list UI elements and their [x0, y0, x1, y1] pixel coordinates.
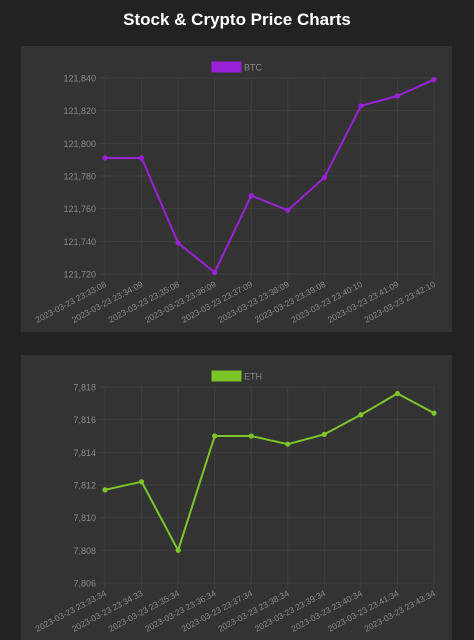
- eth-data-point: [175, 547, 181, 553]
- y-tick-label: 121,720: [63, 270, 96, 280]
- grid-lines: [99, 77, 435, 280]
- eth-data-point: [102, 487, 108, 493]
- btc-data-point: [212, 269, 218, 275]
- eth-data-point: [358, 412, 364, 418]
- eth-legend-swatch: [211, 370, 242, 382]
- btc-data-point: [321, 175, 327, 181]
- btc-price-chart: 121,720 121,740 121,760 121,780 121,800 121,8…: [34, 61, 437, 325]
- y-tick-label: 121,820: [63, 106, 96, 116]
- btc-chart-card: 121,720 121,740 121,760 121,780 121,800 121,8…: [21, 46, 452, 332]
- eth-legend-label: ETH: [244, 372, 262, 382]
- btc-legend: BTC: [211, 61, 263, 73]
- btc-data-point: [102, 155, 108, 161]
- btc-data-point: [394, 93, 401, 99]
- btc-legend-label: BTC: [244, 63, 263, 73]
- page-title: Stock & Crypto Price Charts: [123, 10, 351, 29]
- eth-legend: ETH: [211, 370, 262, 382]
- y-tick-label: 121,840: [63, 74, 96, 84]
- eth-data-point: [285, 441, 291, 447]
- eth-data-point: [394, 390, 401, 397]
- btc-data-point: [138, 155, 145, 161]
- eth-data-point: [431, 410, 437, 416]
- eth-data-point: [248, 433, 254, 439]
- y-tick-label: 7,808: [73, 546, 96, 556]
- eth-series-line: [104, 392, 435, 552]
- y-tick-label: 7,806: [73, 579, 96, 589]
- eth-data-point: [212, 433, 218, 439]
- y-tick-label: 121,760: [63, 204, 96, 214]
- y-tick-label: 121,780: [63, 172, 96, 182]
- btc-legend-swatch: [211, 61, 242, 73]
- y-tick-label: 7,818: [73, 383, 96, 393]
- y-tick-label: 121,800: [63, 139, 96, 149]
- btc-data-point: [358, 103, 364, 109]
- btc-series-line: [105, 78, 435, 274]
- btc-data-point: [431, 77, 437, 83]
- btc-data-point: [175, 240, 181, 246]
- eth-price-chart: 7,8067,8087,8107,8127,8147,8167,8182023-…: [34, 370, 437, 634]
- grid-lines: [99, 386, 435, 589]
- y-tick-label: 7,814: [73, 448, 96, 458]
- btc-data-point: [248, 193, 254, 199]
- y-tick-label: 7,816: [73, 415, 96, 425]
- eth-chart-card: 7,806 7,808 7,810 7,812 7,814 7,816 7,818 2023-…: [21, 355, 452, 640]
- y-tick-label: 7,810: [73, 513, 96, 523]
- y-tick-label: 7,812: [73, 481, 96, 491]
- btc-data-point: [285, 207, 291, 213]
- eth-data-point: [138, 479, 145, 485]
- eth-data-point: [321, 431, 327, 437]
- y-tick-label: 121,740: [63, 237, 96, 247]
